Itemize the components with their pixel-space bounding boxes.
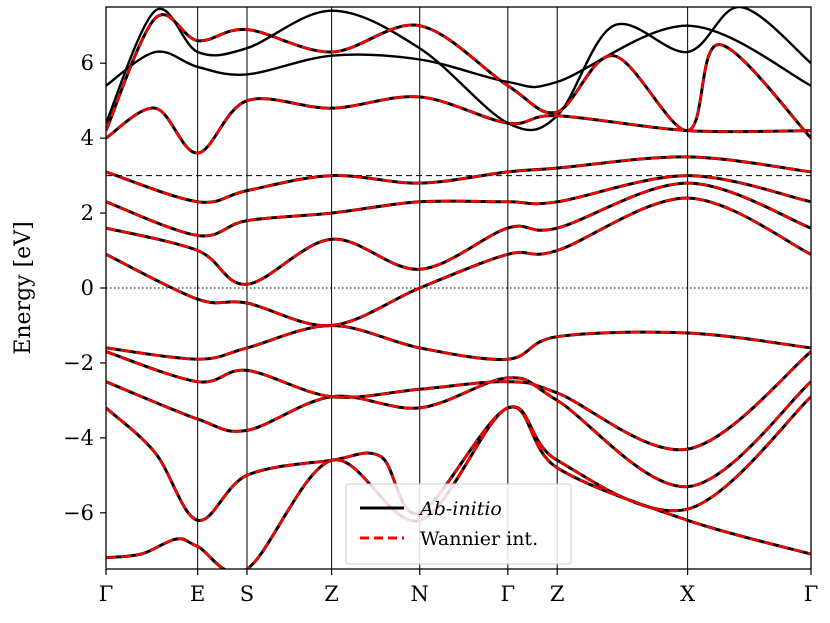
- x-tick-label-3: Z: [324, 582, 339, 606]
- x-tick-label-7: X: [680, 582, 695, 606]
- reference-lines: [106, 175, 811, 289]
- band-wannier-4: [106, 324, 811, 361]
- band-wannier-6: [106, 181, 811, 286]
- x-tick-label-5: Γ: [501, 582, 516, 606]
- band-wannier-3: [106, 350, 811, 451]
- x-tick-label-1: E: [190, 582, 205, 606]
- band-wannier-8: [106, 155, 811, 204]
- band-wannier-2: [106, 376, 811, 488]
- x-tick-label-2: S: [240, 582, 254, 606]
- x-tick-label-0: Γ: [99, 582, 114, 606]
- y-tick-label-0: −6: [63, 501, 94, 525]
- y-tick-label-2: −2: [63, 351, 94, 375]
- legend-box: [345, 483, 572, 565]
- legend-label-abinitio: Ab-initio: [418, 498, 502, 520]
- x-tick-label-8: Γ: [804, 582, 819, 606]
- band-wannier-1: [106, 395, 811, 522]
- band-wannier-7: [106, 174, 811, 238]
- y-axis-label: Energy [eV]: [11, 221, 36, 354]
- band-abinitio-12: [106, 7, 811, 132]
- legend: Ab-initio Wannier int.: [345, 483, 572, 565]
- y-tick-label-6: 6: [81, 51, 94, 75]
- y-tick-label-4: 2: [81, 201, 94, 225]
- x-tick-label-4: N: [411, 582, 429, 606]
- y-tick-label-1: −4: [63, 426, 94, 450]
- legend-label-wannier: Wannier int.: [420, 528, 538, 550]
- band-wannier-10: [106, 13, 811, 139]
- band-abinitio-11: [106, 24, 811, 89]
- y-tick-label-5: 4: [81, 126, 94, 150]
- y-tick-label-3: 0: [81, 276, 94, 300]
- band-wannier-5: [106, 196, 811, 327]
- y-axis-ticks: −6 −4 −2 0 2 4 6: [63, 51, 106, 525]
- x-tick-label-6: Z: [550, 582, 565, 606]
- band-wannier-9: [106, 95, 811, 155]
